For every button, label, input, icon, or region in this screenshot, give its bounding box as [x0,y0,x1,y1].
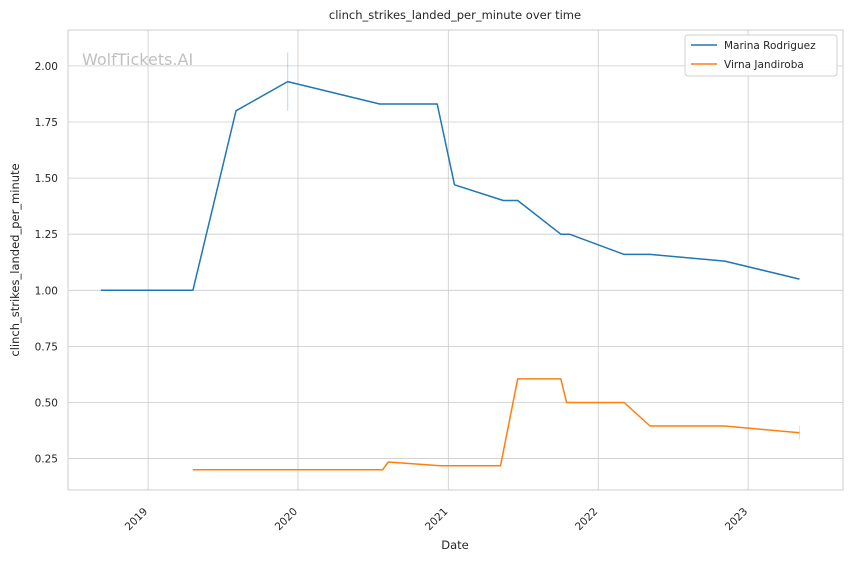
y-tick-label: 0.50 [35,397,58,409]
y-tick-label: 1.25 [35,229,58,241]
legend-label-virna-jandiroba: Virna Jandiroba [724,59,804,71]
series-layer [100,52,800,471]
y-tick-label: 1.50 [35,173,58,185]
watermark: WolfTickets.AI [82,50,193,69]
x-axis-label: Date [441,538,469,552]
plot-border [67,29,844,491]
y-tick-label: 0.25 [35,454,58,466]
legend-label-marina-rodriguez: Marina Rodriguez [724,40,816,52]
y-tick-label: 2.00 [35,61,58,73]
chart-title: clinch_strikes_landed_per_minute over ti… [329,8,581,22]
grid [68,30,843,490]
y-tick-label: 1.00 [35,285,58,297]
y-tick-label: 0.75 [35,341,58,353]
series-line-marina-rodriguez [100,80,800,292]
y-axis-ticks: 0.25 0.50 0.75 1.00 1.25 1.50 1.75 2.00 [35,61,58,466]
legend-box [684,34,838,77]
plot-background [68,30,843,490]
series-line-virna-jandiroba [192,378,800,471]
y-tick-label: 1.75 [35,117,58,129]
y-axis-label: clinch_strikes_landed_per_minute [8,163,22,356]
plot-area: 0.250.500.751.001.251.501.752.00 2019 202… [35,29,844,533]
legend: Marina Rodriguez Virna Jandiroba [684,34,838,77]
